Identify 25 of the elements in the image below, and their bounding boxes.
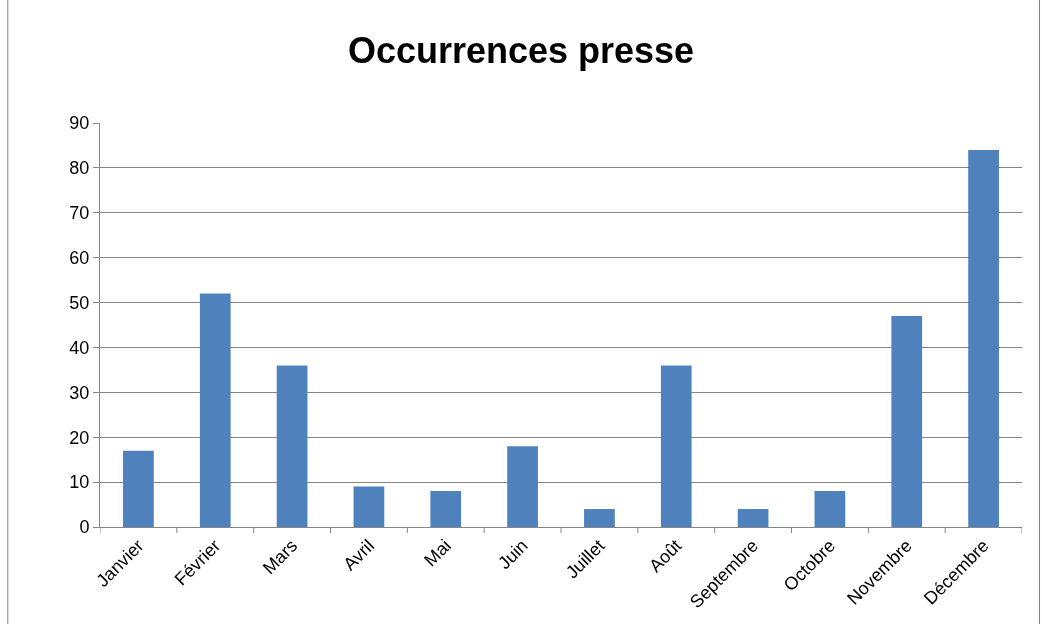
x-tick-label: Juin [494, 535, 532, 574]
y-tick-label: 60 [69, 247, 90, 268]
bar [814, 491, 846, 527]
bar [123, 450, 154, 527]
x-tick-label: Mai [420, 535, 455, 571]
bar [353, 486, 385, 527]
bar [584, 509, 615, 527]
bar [430, 491, 462, 527]
y-tick-label: 10 [69, 472, 90, 493]
bar [199, 293, 231, 527]
bar [968, 149, 999, 527]
bar [891, 316, 923, 527]
bar [660, 365, 692, 527]
bar [507, 446, 538, 527]
y-tick-label: 30 [69, 382, 90, 403]
y-tick-label: 40 [69, 337, 90, 358]
chart-title: Occurrences presse [347, 29, 695, 71]
y-tick-label: 90 [69, 113, 90, 134]
y-tick-label: 50 [69, 292, 90, 313]
y-tick-label: 80 [69, 158, 90, 179]
y-tick-label: 0 [79, 517, 90, 538]
bar [276, 365, 308, 527]
bar [737, 509, 769, 527]
y-tick-label: 70 [69, 203, 90, 224]
y-tick-label: 20 [69, 427, 90, 448]
